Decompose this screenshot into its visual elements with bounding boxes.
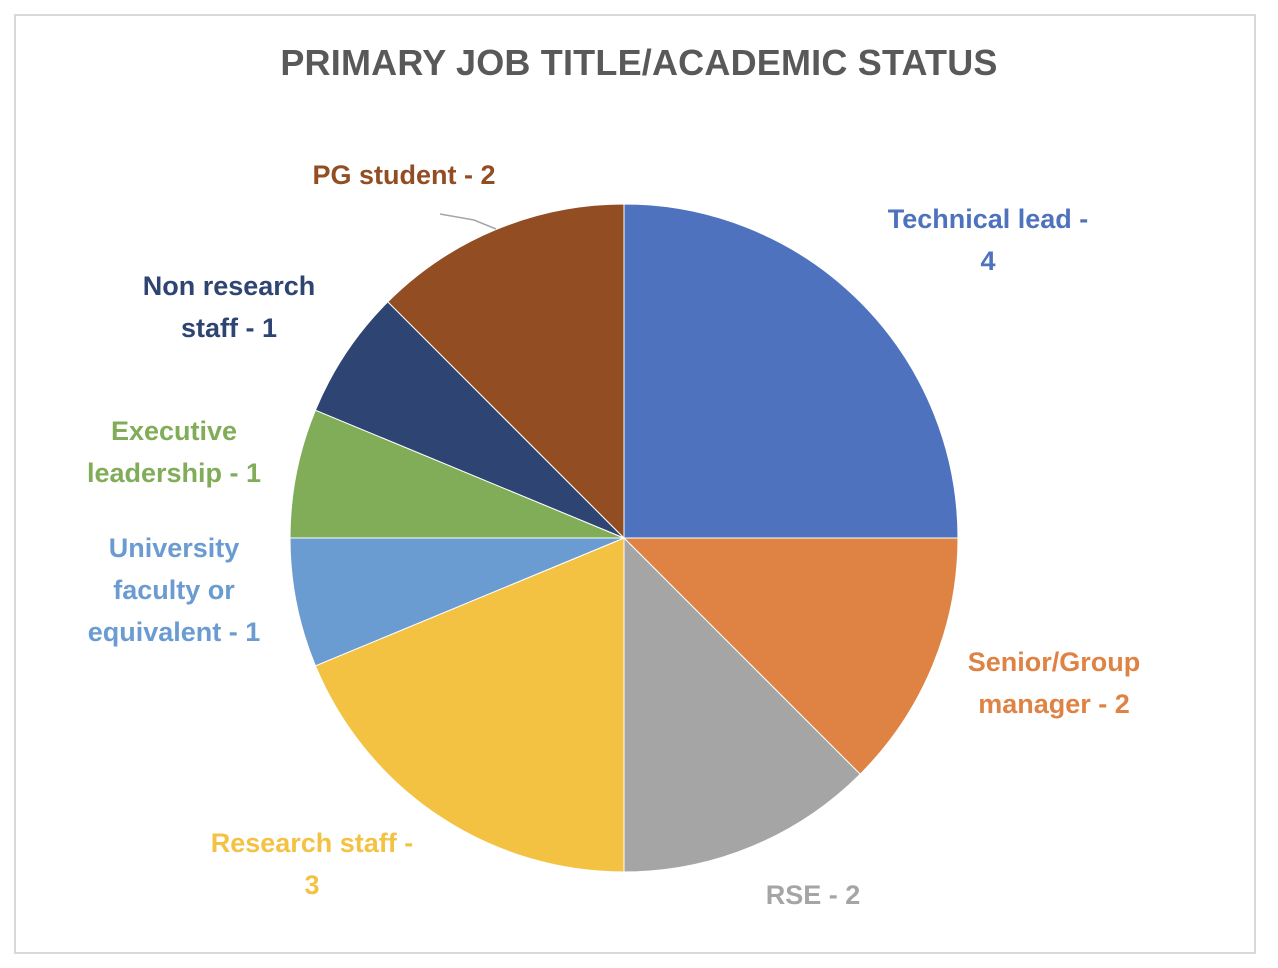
leader-lines <box>439 213 497 230</box>
pie-slice-executive-leadership <box>289 409 625 539</box>
pie-slice-research-staff <box>314 537 625 873</box>
pie-slice-technical-lead <box>623 203 959 539</box>
chart-title: PRIMARY JOB TITLE/ACADEMIC STATUS <box>280 42 998 83</box>
data-label-rse: RSE - 2 <box>766 880 861 910</box>
data-label-research-staff: Research staff -3 <box>211 828 414 900</box>
pie-slice-pg-student <box>387 203 625 540</box>
pie-slices <box>289 203 959 873</box>
pie-slice-non-research-staff <box>314 301 625 539</box>
data-label-pg-student: PG student - 2 <box>312 160 495 190</box>
data-label-university-faculty-or-equivalent: University faculty or equivalent - 1 <box>88 533 261 647</box>
data-label-technical-lead: Technical lead -4 <box>888 204 1089 276</box>
data-label-non-research-staff: Non research staff - 1 <box>143 271 316 343</box>
pie-slice-senior-group-manager <box>622 537 959 775</box>
pie-slice-rse <box>623 536 861 873</box>
data-labels: Technical lead -4 Senior/Group manager - 2… <box>87 160 1140 910</box>
leader-line-pg-student <box>439 213 497 230</box>
data-label-executive-leadership: Executive leadership - 1 <box>87 416 261 488</box>
pie-slice-university-faculty-or-equivalent <box>289 537 625 667</box>
data-label-senior-group-manager: Senior/Group manager - 2 <box>968 647 1141 719</box>
